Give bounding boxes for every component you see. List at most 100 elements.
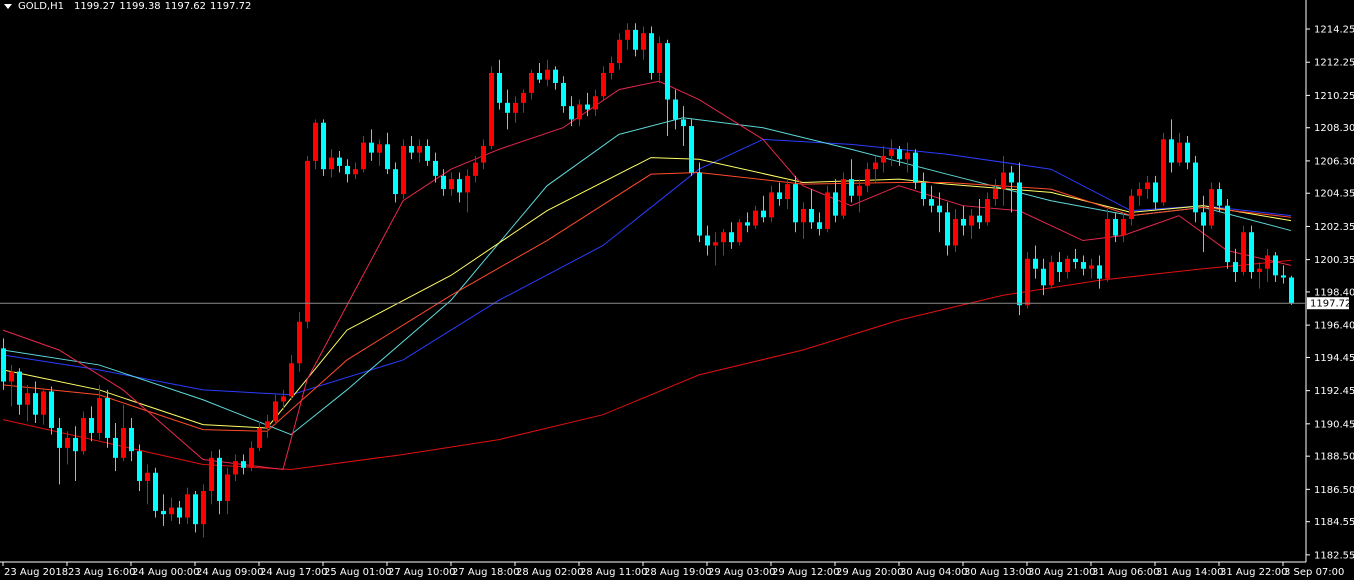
candle-body <box>665 43 670 100</box>
candle-body <box>1265 255 1270 269</box>
x-tick-label: 31 Aug 14:00 <box>1156 567 1223 578</box>
candle-body <box>505 102 510 113</box>
menu-triangle[interactable] <box>4 4 12 9</box>
candle-body <box>1193 162 1198 213</box>
candle-body <box>385 144 390 170</box>
y-tick-label: 1196.40 <box>1314 321 1354 332</box>
candle-body <box>1025 258 1030 306</box>
candle-body <box>985 199 990 223</box>
candle-body <box>289 363 294 397</box>
candle-body <box>121 427 126 458</box>
candle-body <box>769 192 774 218</box>
candle-body <box>833 192 838 216</box>
candle-body <box>433 160 438 176</box>
y-tick-label: 1182.55 <box>1314 550 1354 561</box>
candle-body <box>929 199 934 206</box>
candle-body <box>561 82 566 107</box>
candle-body <box>633 29 638 50</box>
candle-body <box>889 149 894 156</box>
moving-average <box>2 157 1292 429</box>
symbol: GOLD,H1 <box>18 1 64 12</box>
candle-body <box>569 106 574 120</box>
moving-average <box>2 259 1292 470</box>
candle-body <box>649 33 654 73</box>
candle-body <box>729 232 734 243</box>
candle-body <box>1033 258 1038 269</box>
candle-body <box>177 507 182 518</box>
candle-body <box>345 165 350 175</box>
x-tick-label: 29 Aug 20:00 <box>836 567 903 578</box>
candle-body <box>545 69 550 80</box>
candle-body <box>801 209 806 223</box>
candle-body <box>777 192 782 200</box>
y-tick-label: 1214.25 <box>1314 25 1354 36</box>
candle-body <box>25 393 30 405</box>
candle-body <box>409 145 414 153</box>
candle-body <box>1153 182 1158 203</box>
candle-body <box>825 192 830 229</box>
x-tick-label: 25 Aug 01:00 <box>324 567 391 578</box>
x-tick-label: 28 Aug 19:00 <box>644 567 711 578</box>
candle-body <box>153 472 158 511</box>
candle-body <box>257 427 262 448</box>
candle-body <box>97 398 102 433</box>
x-tick-label: 27 Aug 18:00 <box>452 567 519 578</box>
candle-body <box>593 96 598 110</box>
x-tick-label: 3 Sep 07:00 <box>1284 567 1344 578</box>
candle-body <box>1233 262 1238 273</box>
candle-body <box>185 494 190 518</box>
candle-body <box>377 144 382 153</box>
candle-body <box>129 427 134 452</box>
candle-body <box>137 451 142 482</box>
candle-body <box>145 472 150 482</box>
candle-body <box>249 447 254 468</box>
candle-body <box>65 437 70 448</box>
y-tick-label: 1206.30 <box>1314 156 1354 167</box>
candle-body <box>241 461 246 468</box>
candle-body <box>1105 218 1110 279</box>
candle-body <box>161 510 166 515</box>
candle-body <box>369 142 374 153</box>
candle-body <box>17 371 22 405</box>
candle-body <box>897 149 902 160</box>
candle-body <box>353 169 358 175</box>
candle-body <box>1017 182 1022 306</box>
price-label-box <box>1307 297 1349 310</box>
open: 1199.27 <box>73 1 116 12</box>
candle-body <box>481 145 486 163</box>
candle-body <box>1161 139 1166 203</box>
candle-body <box>449 179 454 190</box>
candle-body <box>89 418 94 433</box>
candle-body <box>105 398 110 438</box>
candle-body <box>1289 277 1294 304</box>
x-tick-label: 23 Aug 16:00 <box>68 567 135 578</box>
candle-body <box>681 119 686 127</box>
candle-body <box>1257 268 1262 273</box>
candle-body <box>761 210 766 218</box>
candle-body <box>9 371 14 382</box>
candle-body <box>41 391 46 415</box>
candle-body <box>841 179 846 216</box>
candle-body <box>553 69 558 83</box>
candle-body <box>977 215 982 223</box>
candle-body <box>1249 232 1254 273</box>
candle-body <box>1169 139 1174 163</box>
candle-body <box>753 210 758 226</box>
candle-body <box>641 33 646 50</box>
candle-body <box>1 348 6 382</box>
candle-body <box>1073 258 1078 263</box>
candle-body <box>1113 218 1118 236</box>
candle-body <box>521 92 526 103</box>
candle-body <box>905 152 910 160</box>
candle-body <box>281 396 286 402</box>
candle-body <box>321 122 326 170</box>
candle-body <box>857 185 862 196</box>
candle-body <box>673 99 678 120</box>
candle-body <box>1185 142 1190 163</box>
x-tick-label: 29 Aug 12:00 <box>772 567 839 578</box>
x-tick-label: 30 Aug 21:00 <box>1028 567 1095 578</box>
candle-body <box>1009 172 1014 183</box>
candle-body <box>1081 262 1086 269</box>
candle-body <box>417 145 422 153</box>
